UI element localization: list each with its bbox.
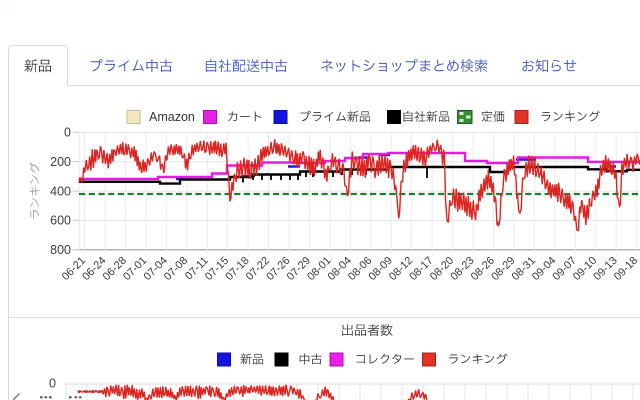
svg-text:09-18: 09-18 <box>612 255 640 283</box>
svg-text:200: 200 <box>50 155 71 169</box>
svg-text:0: 0 <box>49 377 56 391</box>
svg-text:400: 400 <box>50 184 71 198</box>
svg-text:Amazon: Amazon <box>149 110 195 124</box>
svg-text:0: 0 <box>64 126 71 140</box>
svg-text:07-08: 07-08 <box>162 255 190 283</box>
svg-text:800: 800 <box>50 243 71 257</box>
svg-text:600: 600 <box>50 214 71 228</box>
